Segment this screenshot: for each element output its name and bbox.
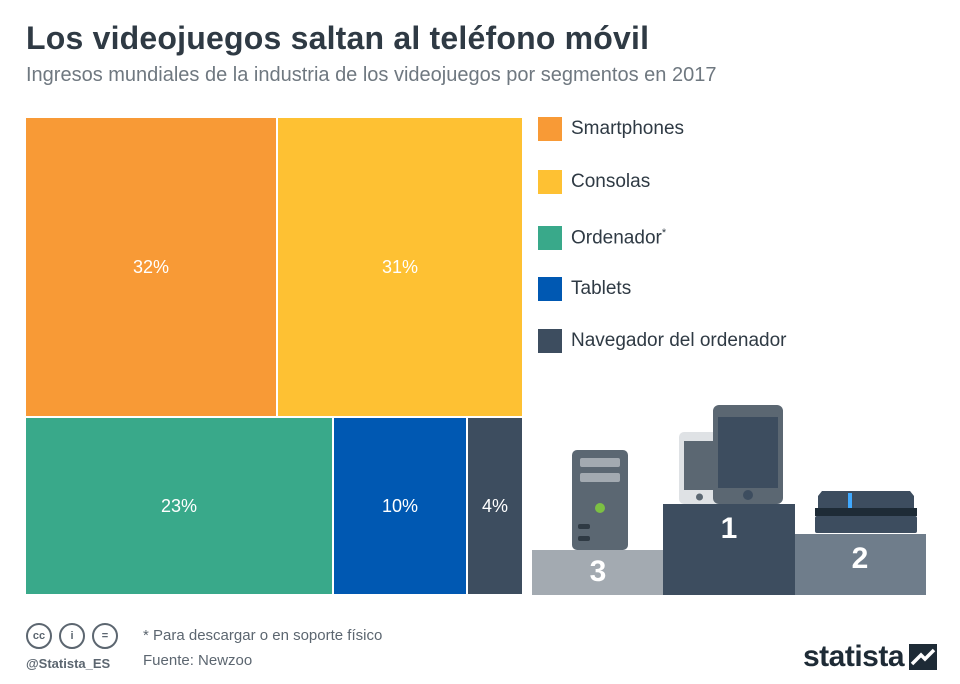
treemap-value-label: 10% bbox=[381, 495, 419, 516]
legend-swatch bbox=[538, 117, 562, 141]
legend-swatch bbox=[538, 170, 562, 194]
treemap-value-label: 32% bbox=[132, 256, 170, 277]
legend-label: Smartphones bbox=[571, 118, 685, 139]
cc-icon[interactable]: cc bbox=[26, 623, 52, 649]
social-handle[interactable]: @Statista_ES bbox=[26, 656, 111, 671]
treemap-value-label: 31% bbox=[381, 256, 419, 277]
footnote: * Para descargar o en soporte físico bbox=[143, 627, 383, 644]
legend-label: Tablets bbox=[571, 278, 632, 299]
podium-third bbox=[532, 550, 663, 595]
treemap-tile-smartphones: 32% bbox=[26, 118, 276, 416]
legend-swatch bbox=[538, 329, 562, 353]
podium-rank-1: 1 bbox=[721, 512, 738, 545]
legend-item-ordenador[interactable]: Ordenador* bbox=[538, 226, 666, 250]
legend-label: Ordenador* bbox=[571, 226, 667, 249]
legend-item-navegador-del-ordenador[interactable]: Navegador del ordenador bbox=[538, 329, 787, 353]
tablet-icon bbox=[713, 405, 783, 504]
license-icons: cc i = bbox=[26, 623, 118, 649]
chart-title: Los videojuegos saltan al teléfono móvil bbox=[26, 20, 650, 56]
podium-rank-2: 2 bbox=[852, 542, 869, 575]
treemap-value-label: 4% bbox=[481, 495, 508, 516]
source-note: Fuente: Newzoo bbox=[143, 652, 253, 669]
nd-icon[interactable]: = bbox=[92, 623, 118, 649]
statista-logo[interactable]: statista bbox=[803, 640, 938, 674]
smartphone-icon bbox=[679, 432, 720, 504]
podium-second bbox=[795, 534, 926, 595]
brand-name: statista bbox=[803, 640, 905, 673]
podium-rank-3: 3 bbox=[590, 555, 607, 588]
podium-first bbox=[663, 504, 795, 595]
legend-swatch bbox=[538, 226, 562, 250]
legend-swatch bbox=[538, 277, 562, 301]
legend-item-consolas[interactable]: Consolas bbox=[538, 170, 650, 194]
by-icon[interactable]: i bbox=[59, 623, 85, 649]
treemap-tile-navegador-del-ordenador: 4% bbox=[468, 418, 522, 594]
legend-label: Navegador del ordenador bbox=[571, 330, 787, 351]
legend-label: Consolas bbox=[571, 171, 651, 192]
desktop-tower-icon bbox=[572, 450, 628, 550]
console-icon bbox=[815, 491, 917, 533]
treemap-value-label: 23% bbox=[160, 495, 198, 516]
treemap-tile-consolas: 31% bbox=[278, 118, 522, 416]
legend-item-tablets[interactable]: Tablets bbox=[538, 277, 631, 301]
legend-item-smartphones[interactable]: Smartphones bbox=[538, 117, 684, 141]
treemap-tile-tablets: 10% bbox=[334, 418, 466, 594]
statista-mark-icon bbox=[909, 644, 938, 670]
chart-subtitle: Ingresos mundiales de la industria de lo… bbox=[26, 64, 717, 86]
treemap-tile-ordenador: 23% bbox=[26, 418, 332, 594]
treemap: 32% 31% 23% 10% 4% bbox=[26, 118, 522, 594]
legend-footnote-mark: * bbox=[661, 226, 667, 239]
podium-illustration: 1 2 3 bbox=[532, 405, 926, 595]
